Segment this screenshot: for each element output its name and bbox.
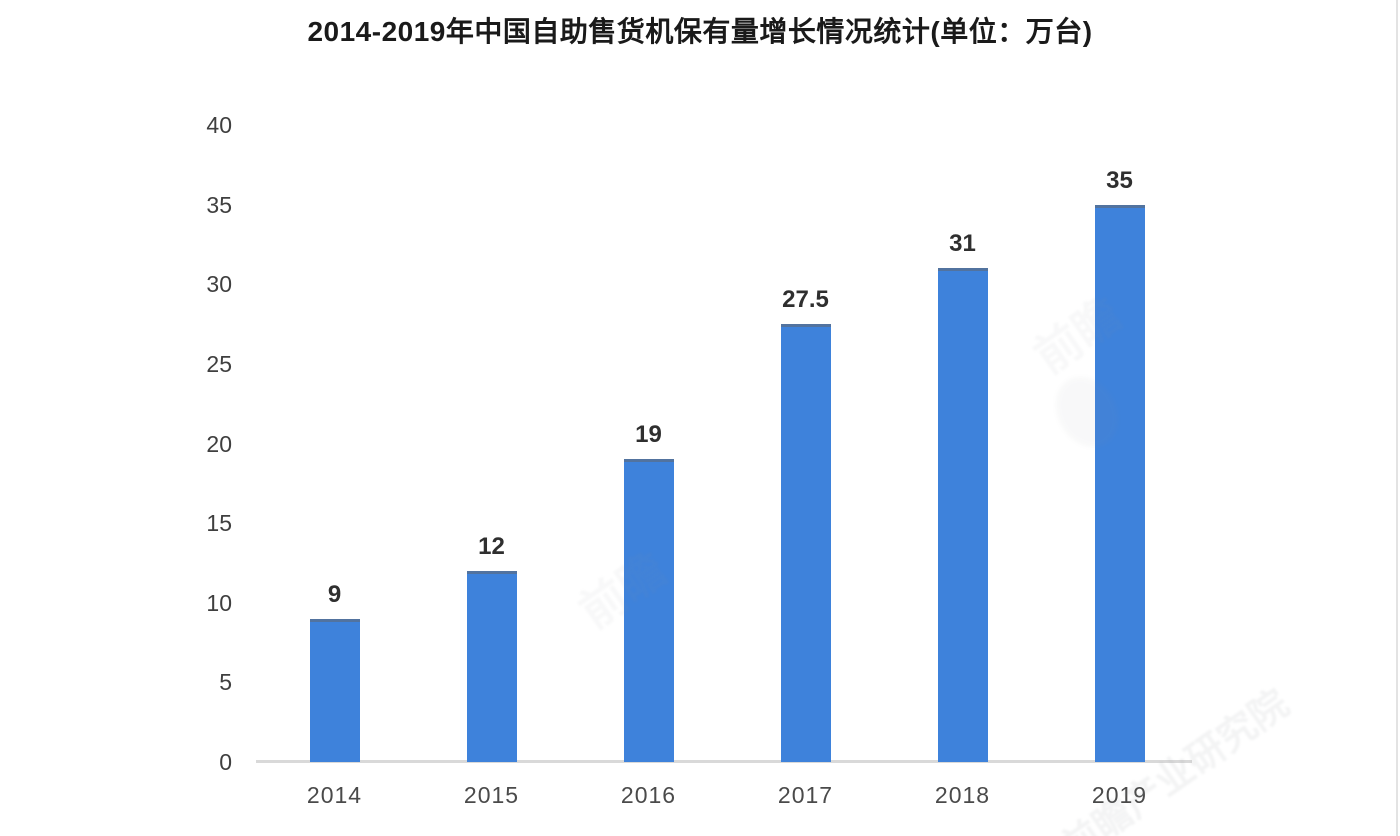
- bar-value-label-2018: 31: [949, 230, 976, 257]
- y-axis-tick-0: 0: [219, 749, 232, 775]
- x-axis-label-2019: 2019: [1091, 782, 1148, 808]
- x-axis-label-2015: 2015: [463, 782, 520, 808]
- y-axis-tick-40: 40: [206, 112, 232, 138]
- bar-2015: [466, 571, 517, 762]
- y-axis-tick-5: 5: [219, 669, 232, 696]
- watermark-text: 前瞻产业研究院: [1054, 682, 1297, 836]
- bar-2018: [937, 268, 988, 762]
- x-axis-label-2016: 2016: [620, 782, 677, 808]
- x-axis-baseline: [256, 760, 1192, 763]
- y-axis-tick-15: 15: [206, 510, 232, 537]
- y-axis-tick-10: 10: [206, 589, 232, 616]
- bar-value-label-2019: 35: [1106, 167, 1133, 194]
- bar-2014: [309, 619, 360, 762]
- x-axis-label-2017: 2017: [777, 782, 834, 808]
- x-axis-label-2018: 2018: [934, 782, 991, 808]
- bar-2016: [623, 459, 674, 762]
- bar-value-label-2014: 9: [327, 581, 342, 608]
- bar-value-label-2015: 12: [478, 533, 505, 560]
- bar-2017: [780, 324, 831, 762]
- bar-value-label-2016: 19: [635, 421, 662, 448]
- bar-2019: [1094, 205, 1145, 762]
- chart-title: 2014-2019年中国自助售货机保有量增长情况统计(单位：万台): [307, 16, 1093, 47]
- y-axis-tick-30: 30: [206, 271, 232, 298]
- image-edge-artifact: [1396, 0, 1398, 836]
- y-axis-tick-25: 25: [206, 350, 232, 377]
- y-axis-tick-35: 35: [206, 191, 232, 218]
- bar-value-label-2017: 27.5: [782, 286, 829, 313]
- y-axis-tick-20: 20: [206, 430, 232, 457]
- x-axis-label-2014: 2014: [306, 782, 363, 808]
